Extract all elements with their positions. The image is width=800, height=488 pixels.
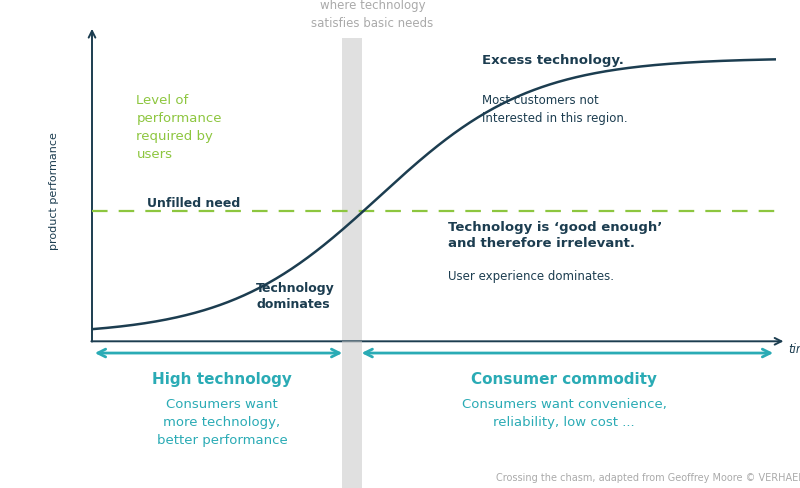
Text: Unfilled need: Unfilled need xyxy=(146,196,240,209)
Text: Consumers want convenience,
reliability, low cost ...: Consumers want convenience, reliability,… xyxy=(462,397,666,428)
Bar xyxy=(342,39,362,342)
Text: Most customers not
interested in this region.: Most customers not interested in this re… xyxy=(482,94,627,124)
Text: Technology is ‘good enough’
and therefore irrelevant.: Technology is ‘good enough’ and therefor… xyxy=(448,221,662,249)
Text: Excess technology.: Excess technology. xyxy=(482,54,624,67)
Text: Technology
dominates: Technology dominates xyxy=(256,281,335,310)
Text: Level of
performance
required by
users: Level of performance required by users xyxy=(137,94,222,161)
Bar xyxy=(342,342,362,488)
Text: User experience dominates.: User experience dominates. xyxy=(448,269,614,282)
Text: time: time xyxy=(788,343,800,356)
Text: Crossing the chasm, adapted from Geoffrey Moore © VERHAERT: Crossing the chasm, adapted from Geoffre… xyxy=(496,472,800,482)
Text: Transition point
where technology
satisfies basic needs: Transition point where technology satisf… xyxy=(311,0,434,30)
Text: Consumer commodity: Consumer commodity xyxy=(471,371,657,386)
Text: High technology: High technology xyxy=(152,371,292,386)
Text: product performance: product performance xyxy=(50,131,59,249)
Text: Consumers want
more technology,
better performance: Consumers want more technology, better p… xyxy=(157,397,287,446)
